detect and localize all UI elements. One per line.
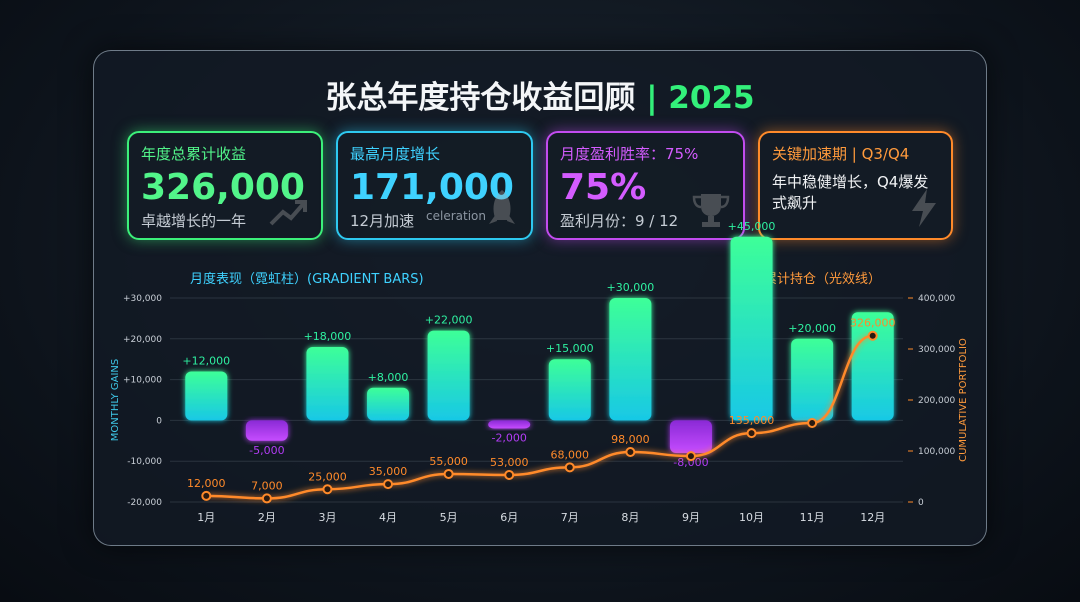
bar <box>185 371 228 421</box>
x-tick-label: 1月 <box>197 511 215 524</box>
line-point <box>504 469 515 480</box>
y-tick-label: +30,000 <box>123 294 162 304</box>
bolt-icon <box>912 189 936 227</box>
bar <box>730 236 773 421</box>
bar <box>367 387 410 421</box>
bar <box>306 346 349 421</box>
line-point <box>201 490 212 501</box>
y2-tick-label: 100,000 <box>918 447 955 457</box>
rocket-icon <box>489 190 515 224</box>
kpi-card: 关键加速期 | Q3/Q4 年中稳健增长，Q4爆发式飙升 <box>758 131 953 240</box>
bar-value-label: +30,000 <box>607 281 655 294</box>
x-tick-label: 10月 <box>739 511 764 524</box>
line-point <box>322 484 333 495</box>
line-point <box>625 447 636 458</box>
bar-value-label: +20,000 <box>788 322 836 335</box>
title-year: | 2025 <box>646 80 755 116</box>
trend-icon <box>269 200 307 226</box>
bar <box>791 338 834 421</box>
kpi-card: 年度总累计收益 326,000 卓越增长的一年 <box>127 131 323 240</box>
card-note: 12月加速 <box>350 212 415 230</box>
bar <box>609 298 652 421</box>
line-value-label: 68,000 <box>551 448 590 461</box>
x-tick-label: 9月 <box>682 511 700 524</box>
bar-value-label: +45,000 <box>728 220 776 233</box>
card-label: 月度盈利胜率：75% <box>560 145 699 163</box>
bar-value-label: -5,000 <box>249 444 284 457</box>
bar-value-label: +12,000 <box>182 354 230 367</box>
bar-value-label: +15,000 <box>546 342 594 355</box>
card-value: 171,000 <box>350 167 514 208</box>
line-point <box>261 493 272 504</box>
line-value-label: 326,000 <box>850 317 896 330</box>
x-tick-label: 6月 <box>500 511 518 524</box>
card-value: 75% <box>560 167 647 208</box>
y-tick-label: -10,000 <box>127 457 162 467</box>
trophy-icon <box>692 194 730 227</box>
line-point <box>564 462 575 473</box>
bar-value-label: +22,000 <box>425 314 473 327</box>
card-label: 关键加速期 | Q3/Q4 <box>772 145 910 163</box>
line-point <box>807 417 818 428</box>
bar-value-label: +18,000 <box>304 330 352 343</box>
bar <box>488 420 531 429</box>
title-text: 张总年度持仓收益回顾 <box>325 80 636 116</box>
page-title: 张总年度持仓收益回顾 | 2025 <box>0 72 1080 117</box>
line-value-label: 135,000 <box>729 414 775 427</box>
line-value-label: 12,000 <box>187 477 226 490</box>
y-tick-label: 0 <box>156 416 162 426</box>
line-point <box>746 428 757 439</box>
card-note: 年中稳健增长，Q4爆发式飙升 <box>772 173 929 212</box>
y2-tick-label: 300,000 <box>918 345 955 355</box>
kpi-card: 最高月度增长 171,000 12月加速 celeration <box>336 131 533 240</box>
y2-tick-label: 200,000 <box>918 396 955 406</box>
bar-value-label: -8,000 <box>673 456 708 469</box>
bar <box>669 420 712 454</box>
y-tick-label: +10,000 <box>123 376 162 386</box>
line-point <box>685 451 696 462</box>
line-value-label: 7,000 <box>251 479 283 492</box>
x-tick-label: 4月 <box>379 511 397 524</box>
x-tick-label: 12月 <box>860 511 885 524</box>
x-tick-label: 2月 <box>258 511 276 524</box>
x-tick-label: 3月 <box>318 511 336 524</box>
line-point <box>867 330 878 341</box>
line-value-label: 98,000 <box>611 433 650 446</box>
line-point <box>383 479 394 490</box>
y-tick-label: +20,000 <box>123 335 162 345</box>
y-tick-label: -20,000 <box>127 498 162 508</box>
bar <box>548 359 591 421</box>
y2-tick-label: 400,000 <box>918 294 955 304</box>
bar-value-label: -2,000 <box>491 432 526 445</box>
x-tick-label: 7月 <box>561 511 579 524</box>
bar <box>245 420 288 441</box>
legend-line: 累计持仓（光效线） <box>764 272 881 287</box>
x-tick-label: 11月 <box>800 511 825 524</box>
line-value-label: 55,000 <box>429 455 468 468</box>
line-value-label: 35,000 <box>369 465 408 478</box>
line-value-label: 25,000 <box>308 470 347 483</box>
y2-axis-label: CUMULATIVE PORTFOLIO <box>958 338 969 462</box>
card-note: 卓越增长的一年 <box>141 212 247 230</box>
legend-bars: 月度表现（霓虹柱）(GRADIENT BARS) <box>190 271 424 287</box>
x-tick-label: 8月 <box>621 511 639 524</box>
y-axis-label: MONTHLY GAINS <box>110 359 121 442</box>
card-note: 盈利月份：9 / 12 <box>560 212 679 230</box>
bar-value-label: +8,000 <box>368 371 409 384</box>
kpi-card: 月度盈利胜率：75% 75% 盈利月份：9 / 12 <box>546 131 745 240</box>
card-overlay-text: celeration <box>426 209 486 223</box>
card-label: 年度总累计收益 <box>141 145 247 163</box>
y2-tick-label: 0 <box>918 498 924 508</box>
card-value: 326,000 <box>141 167 305 208</box>
bar <box>427 330 470 421</box>
x-tick-label: 5月 <box>440 511 458 524</box>
line-value-label: 53,000 <box>490 456 529 469</box>
line-point <box>443 468 454 479</box>
card-label: 最高月度增长 <box>350 145 441 163</box>
